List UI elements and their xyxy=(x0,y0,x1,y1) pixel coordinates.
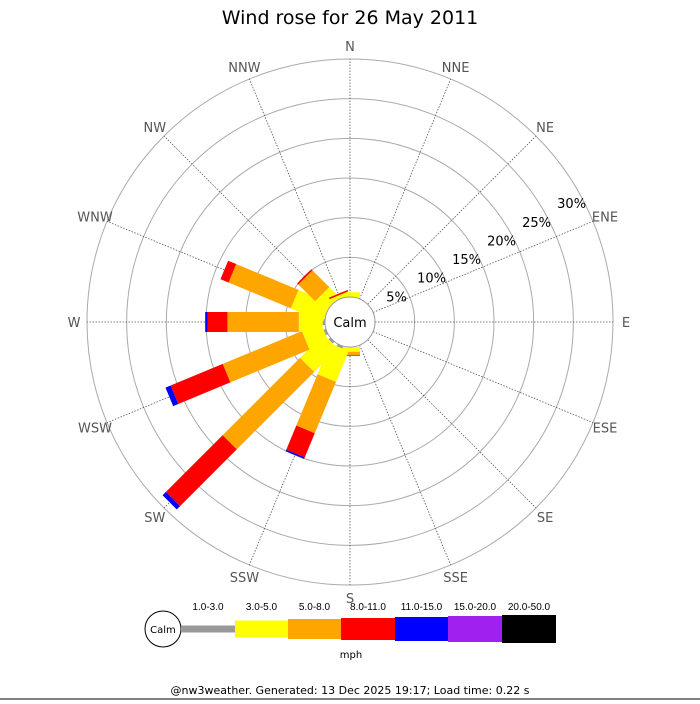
direction-label-sw: SW xyxy=(144,511,165,526)
petal-segment-1.0-3.0 xyxy=(336,343,344,349)
direction-label-ne: NE xyxy=(536,121,554,136)
petals xyxy=(162,260,360,510)
direction-labels: N NNE NE ENE E ESE SE SSE S SSW SW WSW W WNW NW NNW xyxy=(68,40,631,607)
legend-label-3.0-5.0: 3.0-5.0 xyxy=(246,602,278,613)
petal-nw xyxy=(297,269,340,312)
petal-segment-8.0-11.0 xyxy=(207,312,228,332)
legend-label-1.0-3.0: 1.0-3.0 xyxy=(192,602,224,613)
grid-spoke xyxy=(367,135,537,305)
legend-label-8.0-11.0: 8.0-11.0 xyxy=(350,602,386,613)
legend-swatch-8.0-11.0 xyxy=(341,618,395,640)
radial-tick-label: 25% xyxy=(522,216,551,231)
petal-segment-5.0-8.0 xyxy=(227,312,299,332)
calm-circle: Calm xyxy=(324,296,376,348)
petal-segment-11.0-15.0 xyxy=(205,312,208,332)
petal-segment-1.0-3.0 xyxy=(328,337,335,344)
petal-nnw xyxy=(329,289,350,303)
petal-segment-5.0-8.0 xyxy=(228,264,299,309)
legend-label-20.0-50.0: 20.0-50.0 xyxy=(508,602,551,613)
radial-tick-label: 10% xyxy=(417,272,446,287)
direction-label-wsw: WSW xyxy=(78,422,112,437)
direction-label-s: S xyxy=(346,592,354,607)
legend-swatch-3.0-5.0 xyxy=(235,620,288,638)
direction-label-sse: SSE xyxy=(443,571,468,586)
petal-segment-3.0-5.0 xyxy=(290,289,331,322)
petal-segment-8.0-11.0 xyxy=(329,289,349,300)
legend-label-11.0-15.0: 11.0-15.0 xyxy=(401,602,443,613)
radial-tick-label: 30% xyxy=(557,197,586,212)
legend-unit: mph xyxy=(340,650,362,661)
chart-title: Wind rose for 26 May 2011 xyxy=(222,7,479,29)
direction-label-ene: ENE xyxy=(592,210,618,225)
calm-label: Calm xyxy=(333,316,366,331)
legend-swatch-5.0-8.0 xyxy=(288,619,341,639)
direction-label-wnw: WNW xyxy=(77,210,113,225)
grid-spoke xyxy=(372,331,594,424)
legend-calm-label: Calm xyxy=(150,625,176,636)
radial-tick-label: 20% xyxy=(487,234,516,249)
petal-segment-5.0-8.0 xyxy=(222,331,310,383)
direction-label-n: N xyxy=(345,40,355,55)
grid-spoke xyxy=(163,135,333,305)
petal-segment-11.0-15.0 xyxy=(285,449,305,459)
petal-segment-8.0-11.0 xyxy=(165,435,237,507)
direction-label-ese: ESE xyxy=(593,422,618,437)
petal-segment-3.0-5.0 xyxy=(329,291,350,303)
legend-swatch-20.0-50.0 xyxy=(502,615,556,643)
grid-spoke xyxy=(367,339,537,509)
petal-segment-3.0-5.0 xyxy=(315,287,340,312)
legend-swatch-1.0-3.0 xyxy=(181,625,235,633)
grid-spoke xyxy=(359,344,452,566)
petal-segment-11.0-15.0 xyxy=(165,385,179,407)
footer-text: @nw3weather. Generated: 13 Dec 2025 19:1… xyxy=(171,684,530,697)
direction-label-nw: NW xyxy=(144,121,167,136)
direction-label-e: E xyxy=(622,316,630,331)
direction-label-nne: NNE xyxy=(442,61,470,76)
petal-segment-11.0-15.0 xyxy=(162,491,181,510)
petal-segment-8.0-11.0 xyxy=(340,354,360,356)
legend: Calm mph 1.0-3.0 3.0-5.0 5.0-8.0 8.0-11.0 11… xyxy=(144,602,556,661)
petal-segment-3.0-5.0 xyxy=(300,334,338,372)
direction-label-ssw: SSW xyxy=(230,571,260,586)
petal-n xyxy=(340,292,360,297)
direction-label-w: W xyxy=(68,316,81,331)
petal-segment-5.0-8.0 xyxy=(340,351,360,355)
petal-sw xyxy=(162,334,338,510)
direction-label-nnw: NNW xyxy=(228,61,260,76)
legend-swatch-11.0-15.0 xyxy=(395,617,448,641)
legend-swatch-15.0-20.0 xyxy=(448,616,502,642)
grid-spoke xyxy=(372,220,594,313)
petal-wnw xyxy=(220,260,331,322)
grid-spoke xyxy=(359,78,452,300)
petal-s xyxy=(340,347,360,356)
radial-tick-labels: 5% 10% 15% 20% 25% 30% xyxy=(386,197,586,305)
petal-ssw xyxy=(285,343,349,459)
petal-segment-8.0-11.0 xyxy=(220,260,237,283)
petal-segment-1.0-3.0 xyxy=(323,328,329,336)
legend-label-5.0-8.0: 5.0-8.0 xyxy=(299,602,331,613)
petal-segment-3.0-5.0 xyxy=(340,347,360,352)
petal-segment-3.0-5.0 xyxy=(317,343,349,382)
polar-grid xyxy=(86,58,614,586)
petal-segment-5.0-8.0 xyxy=(296,374,337,434)
radial-tick-label: 5% xyxy=(386,290,407,305)
petal-segment-8.0-11.0 xyxy=(297,269,313,285)
petal-segment-3.0-5.0 xyxy=(340,292,360,297)
petal-segment-8.0-11.0 xyxy=(286,425,315,458)
petal-segment-5.0-8.0 xyxy=(298,270,330,302)
radial-tick-label: 15% xyxy=(452,253,481,268)
petal-segment-5.0-8.0 xyxy=(222,357,315,450)
direction-label-se: SE xyxy=(537,511,553,526)
grid-spoke xyxy=(248,78,341,300)
grid-ring xyxy=(165,137,535,507)
legend-label-15.0-20.0: 15.0-20.0 xyxy=(454,602,497,613)
petal-segment-8.0-11.0 xyxy=(170,363,231,404)
